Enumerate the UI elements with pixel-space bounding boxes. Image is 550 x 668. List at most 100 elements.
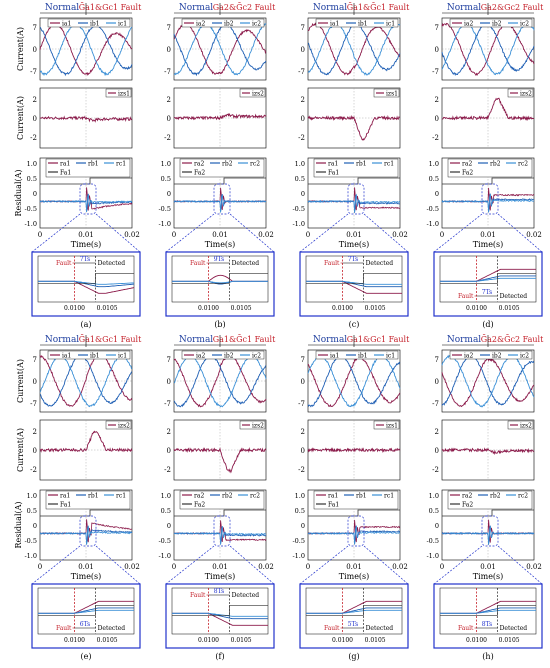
panel-caption: (b) <box>214 320 225 329</box>
legend-entry-ia1: ia1 <box>62 21 71 28</box>
zoom-tick: 0.0105 <box>231 305 252 312</box>
x-tick: 0.02 <box>392 231 408 239</box>
residual-tick: 1.0 <box>161 160 171 168</box>
zoom-highlight <box>213 183 231 215</box>
delay-label: 8Ts <box>482 621 492 628</box>
zoom-frame <box>433 251 543 317</box>
zoom-tick: 0.0100 <box>332 305 353 312</box>
current-y-label: Current(A) <box>16 27 25 71</box>
fault-label: Ḡa1&Ḡc1 Fault <box>347 3 410 12</box>
x-label: Time(s) <box>205 572 236 581</box>
zs-tick: 0 <box>435 447 439 455</box>
normal-label: Normal <box>179 335 213 345</box>
x-tick: 0.01 <box>346 231 362 239</box>
series-line-ic <box>441 354 535 408</box>
zoom-tick: 0.0100 <box>466 637 487 644</box>
legend-entry-ra2: ra2 <box>194 161 204 168</box>
legend-entry-rb2: rb2 <box>222 493 233 500</box>
current-tick: 7 <box>33 356 37 364</box>
zoom-axes <box>305 255 403 303</box>
fault-label: Ga2&Ḡc2 Fault <box>213 3 276 12</box>
residual-tick: -1.0 <box>426 552 439 560</box>
legend-entry-ic1: ic1 <box>386 21 395 28</box>
current-tick: 7 <box>435 24 439 32</box>
legend-entry-Fa1: Fa1 <box>60 502 71 509</box>
zoom-series-c <box>38 609 134 614</box>
fault-label: Ḡa1&Gc1 Fault <box>79 335 142 344</box>
series-line-rc <box>442 526 535 545</box>
flag-line <box>308 177 400 185</box>
legend-box <box>47 350 131 360</box>
panel-d: Normal Ga2&Gc2 Fault 7 0 -7 ia2 ib2 ic2 2 0 -2 izs2… <box>426 3 544 329</box>
legend-entry-rc2: rc2 <box>250 493 260 500</box>
legend-entry-ib2: ib2 <box>224 21 234 28</box>
legend-entry-ra2: ra2 <box>194 493 204 500</box>
x-tick: 0.01 <box>78 231 94 239</box>
fault-label: Ḡa1&Gc1 Fault <box>79 3 142 12</box>
x-tick: 0.02 <box>392 563 408 571</box>
legend-box <box>105 88 132 98</box>
legend-entry-ic1: ic1 <box>118 353 127 360</box>
zoom-series-c <box>38 280 134 285</box>
x-tick: 0 <box>172 231 176 239</box>
legend-box <box>239 420 266 430</box>
legend-entry-ia1: ia1 <box>62 353 71 360</box>
legend-entry-ia1: ia1 <box>330 21 339 28</box>
legend-entry-ia2: ia2 <box>464 353 473 360</box>
legend-box <box>47 18 131 28</box>
current-tick: 0 <box>167 378 171 386</box>
zs-y-label: Current(A) <box>16 428 25 472</box>
zoom-tick: 0.0105 <box>97 637 118 644</box>
panel-caption: (a) <box>80 320 91 329</box>
zoom-connector <box>497 213 543 253</box>
residual-tick: 0.5 <box>295 175 305 183</box>
legend-box <box>315 350 399 360</box>
residual-tick: -1.0 <box>158 552 171 560</box>
current-tick: 7 <box>33 24 37 32</box>
panel-c: Normal Ḡa1&Ḡc1 Fault 7 0 -7 ia1 ib1 ic1 2 0 -2 izs1… <box>292 3 410 329</box>
flag-line <box>174 177 266 185</box>
residual-tick: 0 <box>167 522 171 530</box>
x-tick: 0 <box>440 563 444 571</box>
series-line-rc <box>173 194 267 213</box>
current-tick: 0 <box>301 46 305 54</box>
series-line-ia <box>307 356 401 408</box>
residual-tick: -0.5 <box>24 205 37 213</box>
legend-box <box>449 350 533 360</box>
residual-tick: 1.0 <box>429 160 439 168</box>
legend-box <box>315 18 399 28</box>
normal-label: Normal <box>45 335 79 345</box>
legend-entry-rc2: rc2 <box>518 161 528 168</box>
current-tick: -7 <box>164 68 171 76</box>
legend-box <box>105 420 132 430</box>
zs-tick: -2 <box>298 466 305 474</box>
legend-box <box>181 350 265 360</box>
current-tick: 7 <box>167 356 171 364</box>
zoom-tick: 0.0100 <box>198 305 219 312</box>
normal-label: Normal <box>313 335 347 345</box>
current-tick: -7 <box>30 68 37 76</box>
legend-box <box>507 88 534 98</box>
residual-tick: 1.0 <box>27 492 37 500</box>
panel-e: Normal Ḡa1&Gc1 Fault Current(A) 7 0 -7 ia1 ib1 i… <box>14 335 142 661</box>
x-tick: 0.02 <box>124 231 140 239</box>
zoom-frame <box>299 583 409 649</box>
zoom-axes <box>37 255 135 303</box>
legend-box <box>181 18 265 28</box>
fault-marker: Fault <box>324 260 340 267</box>
x-tick: 0 <box>172 563 176 571</box>
current-tick: 0 <box>33 46 37 54</box>
residual-tick: 1.0 <box>429 492 439 500</box>
detected-label: Detected <box>232 592 260 599</box>
current-tick: 0 <box>167 46 171 54</box>
residual-tick: 0.5 <box>429 507 439 515</box>
residual-tick: 0 <box>435 190 439 198</box>
residual-tick: -0.5 <box>426 537 439 545</box>
current-tick: 7 <box>435 356 439 364</box>
zs-tick: 2 <box>33 96 37 104</box>
normal-label: Normal <box>447 3 481 13</box>
zs-tick: -2 <box>298 134 305 142</box>
detected-label: Detected <box>98 625 126 632</box>
residual-tick: 0 <box>167 190 171 198</box>
legend-entry-rc2: rc2 <box>250 161 260 168</box>
